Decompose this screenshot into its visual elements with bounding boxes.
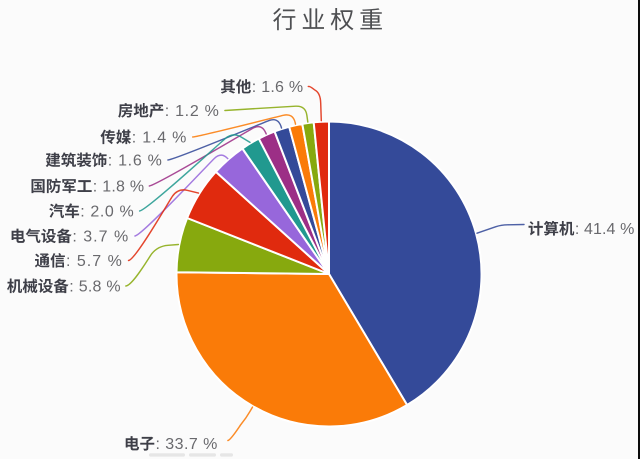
svg-text:: 33.7 %: : 33.7 % [156,436,218,453]
svg-text:: 3.7 %: : 3.7 % [72,229,129,246]
svg-text:: 1.2 %: : 1.2 % [165,103,220,120]
svg-text:: 5.8 %: : 5.8 % [69,279,121,296]
svg-text:: 5.7 %: : 5.7 % [66,253,123,270]
svg-text:: 1.6 %: : 1.6 % [108,153,163,170]
svg-text:: 1.8 %: : 1.8 % [93,179,145,196]
svg-text:: 41.4 %: : 41.4 % [575,221,635,238]
svg-text:: 2.0 %: : 2.0 % [80,204,134,221]
svg-text:: 1.6 %: : 1.6 % [252,79,304,96]
svg-text:: 1.4 %: : 1.4 % [132,130,187,147]
